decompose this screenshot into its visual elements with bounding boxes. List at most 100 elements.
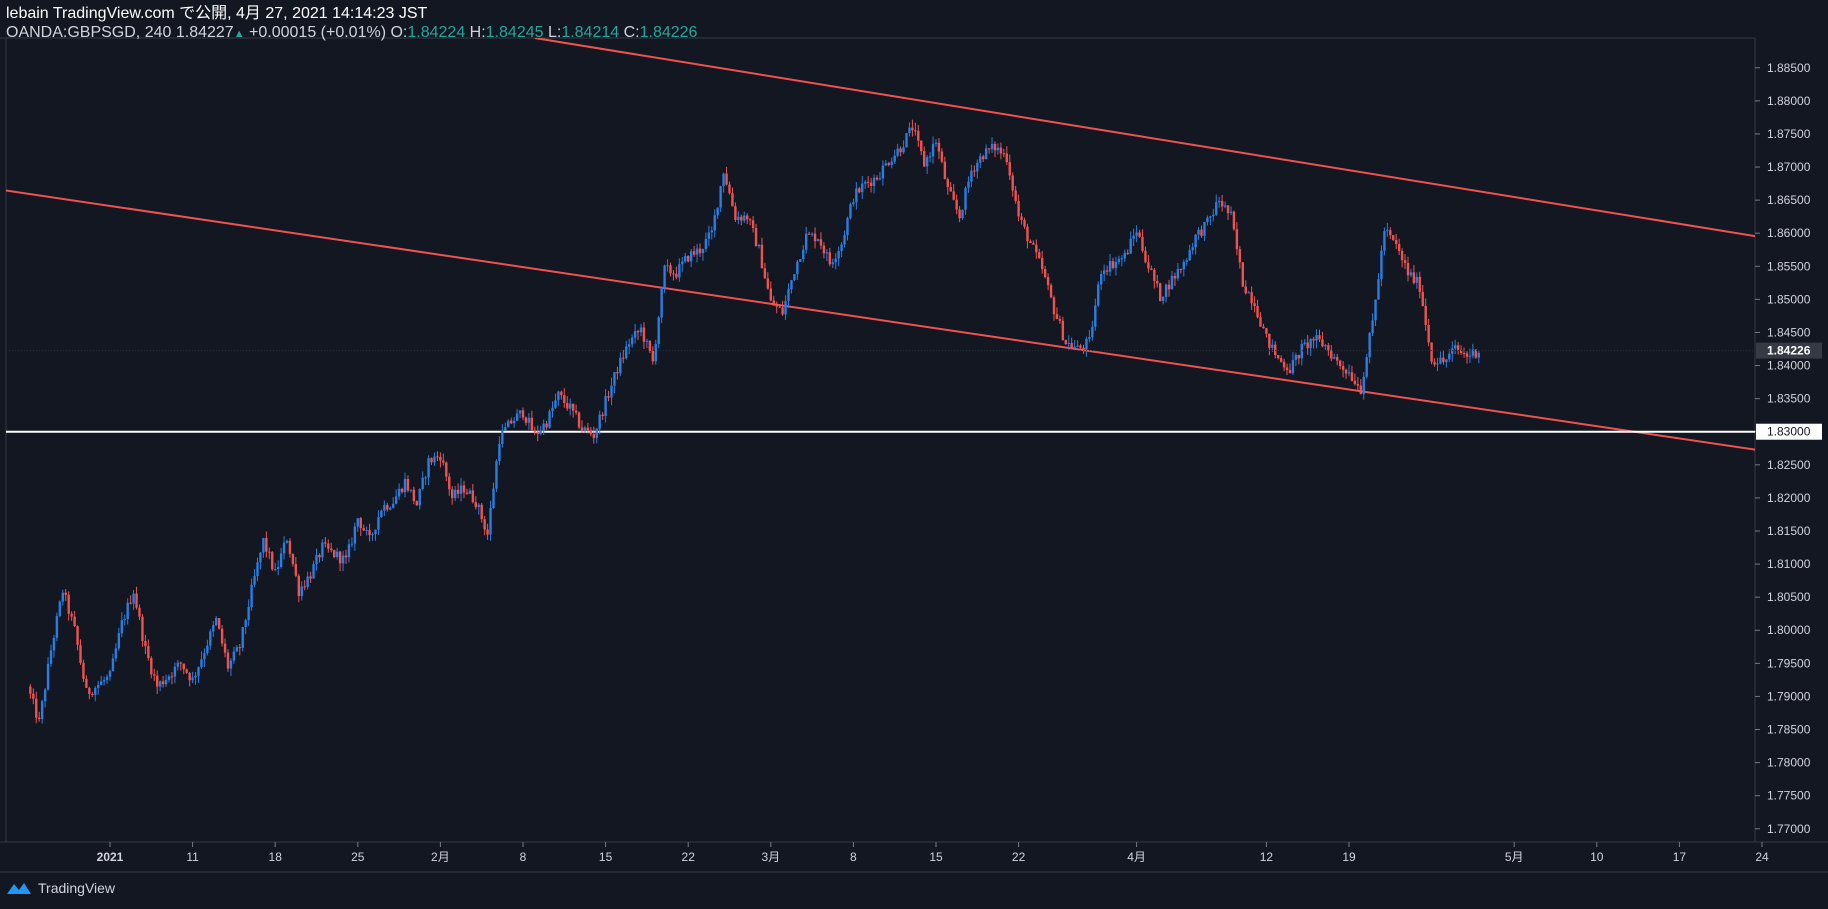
candle-body bbox=[338, 551, 342, 564]
price-tick-label: 1.87000 bbox=[1767, 160, 1811, 174]
time-tick-label: 10 bbox=[1590, 850, 1604, 864]
price-axis[interactable]: 1.77000 1.77500 1.78000 1.78500 1.79000 1.795… bbox=[1755, 61, 1822, 836]
footer-brand[interactable]: TradingView bbox=[6, 880, 115, 896]
candle-body bbox=[1262, 326, 1265, 329]
candle-body bbox=[1188, 250, 1191, 261]
candle-body bbox=[1253, 303, 1256, 307]
candle-body bbox=[203, 653, 206, 660]
candle-body bbox=[1055, 314, 1059, 319]
candle-body bbox=[1336, 357, 1339, 361]
candle-body bbox=[707, 232, 711, 239]
candle-body bbox=[383, 505, 386, 511]
plot-frame bbox=[0, 37, 1828, 873]
candle-body bbox=[996, 147, 1000, 151]
candle-body bbox=[1156, 280, 1159, 284]
price-tick-label: 1.78000 bbox=[1767, 756, 1811, 770]
candle-body bbox=[421, 477, 424, 490]
candle-body bbox=[324, 542, 327, 544]
price-tick-label: 1.77000 bbox=[1767, 822, 1811, 836]
candle-body bbox=[805, 233, 808, 250]
candle-body bbox=[849, 204, 852, 219]
open-value: 1.84224 bbox=[407, 24, 466, 41]
time-tick-label: 8 bbox=[520, 850, 527, 864]
candle-body bbox=[866, 181, 870, 183]
candle-body bbox=[1111, 260, 1115, 268]
candlestick-series[interactable] bbox=[29, 119, 1480, 724]
candle-body bbox=[902, 147, 905, 153]
candle-body bbox=[616, 372, 619, 374]
candle-body bbox=[1409, 272, 1413, 276]
candle-body bbox=[1126, 252, 1129, 254]
candle-body bbox=[1226, 205, 1230, 214]
candle-body bbox=[318, 554, 321, 558]
candle-body bbox=[684, 255, 687, 262]
candle-body bbox=[589, 430, 593, 435]
candle-body bbox=[507, 420, 510, 428]
candle-body bbox=[1356, 384, 1360, 386]
candle-body bbox=[1005, 153, 1008, 163]
candle-body bbox=[389, 507, 392, 510]
candle-body bbox=[925, 157, 929, 167]
candle-body bbox=[884, 163, 888, 166]
candle-body bbox=[1338, 360, 1342, 366]
candle-body bbox=[259, 552, 262, 563]
candle-body bbox=[710, 230, 713, 233]
candle-body bbox=[1167, 284, 1171, 290]
trendlines[interactable] bbox=[0, 38, 1828, 468]
candle-body bbox=[1102, 270, 1106, 275]
candle-body bbox=[1318, 335, 1321, 340]
candle-body bbox=[194, 675, 197, 678]
candle-body bbox=[1061, 320, 1065, 341]
candle-body bbox=[333, 550, 336, 557]
candle-body bbox=[170, 676, 174, 678]
candle-body bbox=[872, 177, 876, 186]
candle-body bbox=[436, 456, 439, 458]
candle-body bbox=[58, 601, 62, 616]
candle-body bbox=[1117, 258, 1121, 263]
candle-body bbox=[946, 179, 949, 188]
time-axis[interactable]: 2021 11 18 25 2月 8 15 22 3月 8 15 22 4月 12 19 5月 10 17 24 bbox=[97, 842, 1769, 864]
candle-body bbox=[226, 652, 230, 669]
candle-body bbox=[1377, 279, 1380, 300]
candle-body bbox=[1176, 268, 1180, 279]
candle-body bbox=[734, 206, 737, 220]
candle-body bbox=[878, 178, 882, 180]
candle-body bbox=[1209, 216, 1212, 218]
close-value: 1.84226 bbox=[639, 24, 698, 41]
candle-body bbox=[781, 307, 784, 315]
time-tick-label: 15 bbox=[599, 850, 613, 864]
candle-body bbox=[1043, 269, 1047, 278]
candle-body bbox=[1321, 339, 1324, 347]
candle-body bbox=[607, 396, 610, 398]
candle-body bbox=[1265, 328, 1268, 334]
candle-body bbox=[828, 252, 831, 265]
candle-body bbox=[439, 456, 442, 461]
candle-body bbox=[628, 344, 631, 347]
candle-body bbox=[979, 156, 982, 163]
candle-body bbox=[1371, 320, 1374, 334]
candle-body bbox=[501, 430, 504, 444]
candle-body bbox=[787, 289, 790, 302]
candle-body bbox=[928, 156, 932, 158]
candle-body bbox=[763, 268, 767, 279]
candle-body bbox=[1041, 258, 1044, 270]
candle-body bbox=[654, 343, 657, 362]
candle-body bbox=[138, 607, 141, 617]
candle-body bbox=[453, 489, 457, 499]
candle-body bbox=[1105, 270, 1109, 272]
candle-body bbox=[442, 460, 445, 463]
candle-body bbox=[554, 400, 557, 408]
candle-body bbox=[1132, 235, 1135, 239]
candle-body bbox=[335, 551, 339, 557]
candle-body bbox=[639, 327, 643, 333]
candle-body bbox=[1294, 355, 1298, 360]
candle-body bbox=[1333, 357, 1336, 359]
candle-body bbox=[232, 651, 236, 661]
candle-body bbox=[200, 659, 203, 668]
candle-body bbox=[386, 505, 389, 510]
candle-body bbox=[746, 215, 749, 220]
candle-body bbox=[55, 615, 59, 638]
candle-body bbox=[1035, 244, 1038, 253]
candle-body bbox=[359, 518, 362, 529]
